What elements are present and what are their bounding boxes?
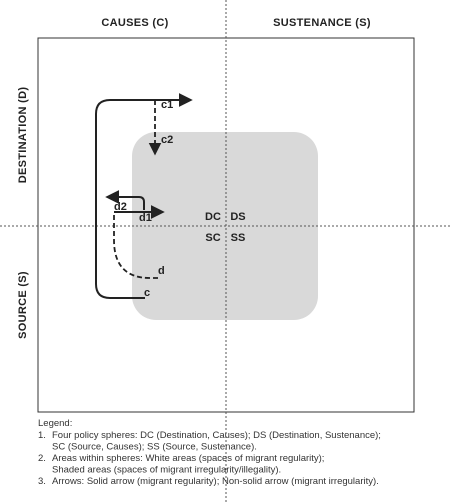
axis-label: CAUSES (C)	[101, 17, 168, 29]
legend-number: 1.	[38, 430, 46, 441]
legend-line: Shaded areas (spaces of migrant irregula…	[52, 465, 281, 476]
arrow-label: c1	[161, 99, 173, 111]
quadrant-label: SS	[231, 232, 246, 244]
solid-arrow	[105, 190, 145, 210]
arrow-label: d	[158, 265, 165, 277]
legend-line: Four policy spheres: DC (Destination, Ca…	[52, 430, 381, 441]
arrow-label: d2	[114, 201, 127, 213]
dashed-arrow	[113, 214, 158, 279]
arrow-label: c2	[161, 134, 173, 146]
axis-label: SUSTENANCE (S)	[273, 17, 371, 29]
legend-title: Legend:	[38, 418, 72, 429]
legend-line: Arrows: Solid arrow (migrant regularity)…	[52, 476, 379, 487]
quadrant-label: SC	[205, 232, 220, 244]
legend: Legend: 1. Four policy spheres: DC (Desti…	[38, 418, 381, 487]
axis-label: SOURCE (S)	[17, 271, 29, 339]
legend-number: 3.	[38, 476, 46, 487]
legend-number: 2.	[38, 453, 46, 464]
arrow-label: c	[144, 287, 150, 299]
quadrant-label: DS	[230, 211, 245, 223]
axis-label: DESTINATION (D)	[17, 87, 29, 184]
legend-line: SC (Source, Causes); SS (Source, Sustena…	[52, 442, 257, 453]
solid-arrow	[95, 93, 193, 299]
quadrant-label: DC	[205, 211, 221, 223]
arrow-label: d1	[139, 212, 152, 224]
legend-line: Areas within spheres: White areas (space…	[52, 453, 324, 464]
